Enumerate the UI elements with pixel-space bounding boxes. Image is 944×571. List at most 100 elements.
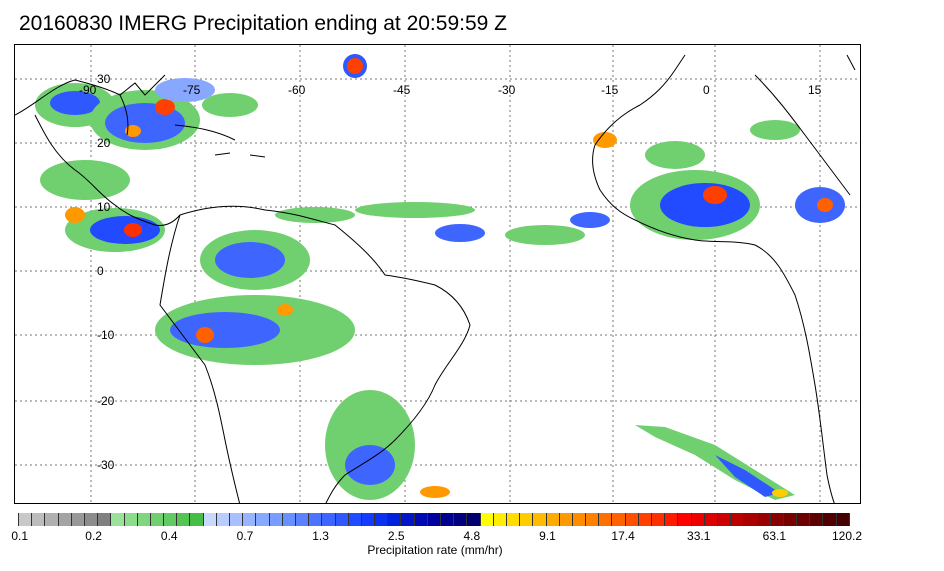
colorbar-swatch <box>467 513 481 526</box>
precipitation-field <box>35 54 845 500</box>
colorbar-swatch <box>203 513 217 526</box>
longitude-label: 15 <box>808 83 822 97</box>
colorbar-swatch <box>32 513 46 526</box>
colorbar-swatch <box>322 513 336 526</box>
colorbar-swatch <box>216 513 230 526</box>
colorbar-swatch <box>18 513 33 526</box>
colorbar-swatch <box>493 513 507 526</box>
colorbar-swatch <box>401 513 415 526</box>
longitude-label: -45 <box>393 83 411 97</box>
longitude-label: -30 <box>498 83 516 97</box>
colorbar-tick-label: 0.1 <box>11 529 29 543</box>
colorbar-swatch <box>665 513 679 526</box>
longitude-label: 0 <box>703 83 710 97</box>
colorbar-tick-label: 4.8 <box>463 529 481 543</box>
latitude-label: -10 <box>97 328 115 342</box>
colorbar-label: Precipitation rate (mm/hr) <box>367 543 503 557</box>
coastlines <box>15 54 856 503</box>
colorbar-swatch <box>533 513 547 526</box>
colorbar-tick-label: 33.1 <box>687 529 711 543</box>
colorbar-swatch <box>84 513 99 526</box>
colorbar-swatch <box>810 513 824 526</box>
colorbar-swatch <box>731 513 745 526</box>
latitude-label: 30 <box>97 72 111 86</box>
map-title: 20160830 IMERG Precipitation ending at 2… <box>19 12 507 35</box>
colorbar-swatch <box>691 513 705 526</box>
colorbar-swatch <box>98 513 112 526</box>
colorbar-swatch <box>678 513 692 526</box>
colorbar-swatch <box>111 513 125 526</box>
colorbar-tick-labels: 0.1 0.2 0.4 0.7 1.3 2.5 4.8 9.1 17.4 33.1 63.1 120.… <box>11 529 862 543</box>
colorbar-swatch <box>269 513 283 526</box>
colorbar-swatch <box>506 513 521 526</box>
colorbar-swatch <box>836 513 850 526</box>
colorbar-swatch <box>454 513 468 526</box>
colorbar-swatch <box>124 513 138 526</box>
colorbar-swatch <box>757 513 771 526</box>
colorbar-swatch <box>71 513 85 526</box>
colorbar-swatch <box>230 513 244 526</box>
latitude-label: -30 <box>97 458 115 472</box>
colorbar-tick-label: 0.2 <box>85 529 102 543</box>
colorbar-swatch <box>150 513 165 526</box>
colorbar-swatch <box>441 513 455 526</box>
colorbar-swatch <box>177 513 191 526</box>
colorbar-tick-label: 0.7 <box>236 529 254 543</box>
colorbar-swatch <box>164 513 178 526</box>
colorbar-swatch <box>625 513 639 526</box>
colorbar-tick-label: 63.1 <box>762 529 787 543</box>
longitude-label: -90 <box>79 83 97 97</box>
colorbar-swatch <box>797 513 811 526</box>
colorbar-tick-label: 17.4 <box>611 529 635 543</box>
colorbar-swatch <box>45 513 59 526</box>
colorbar-swatch <box>361 513 376 526</box>
colorbar-swatch <box>586 513 600 526</box>
colorbar-swatch <box>520 513 534 526</box>
colorbar-swatch <box>744 513 758 526</box>
longitude-label: -75 <box>183 83 201 97</box>
colorbar-swatch <box>638 513 652 526</box>
colorbar-swatch <box>770 513 784 526</box>
colorbar-swatch <box>652 513 666 526</box>
colorbar-swatch <box>190 513 204 526</box>
precipitation-colorbar <box>18 513 850 526</box>
colorbar-swatch <box>823 513 837 526</box>
colorbar-swatch <box>256 513 270 526</box>
colorbar-swatch <box>388 513 402 526</box>
precipitation-map: -90 -75 -60 -45 -30 -15 0 15 30 20 10 0 -10 -20 -30 <box>15 45 860 503</box>
longitude-label: -60 <box>288 83 306 97</box>
colorbar-tick-label: 0.4 <box>160 529 178 543</box>
colorbar-swatch <box>309 513 323 526</box>
colorbar-swatch <box>58 513 72 526</box>
latitude-label: -20 <box>97 394 115 408</box>
colorbar-tick-label: 1.3 <box>312 529 329 543</box>
colorbar-swatch <box>572 513 587 526</box>
colorbar-swatch <box>375 513 389 526</box>
colorbar-tick-label: 120.2 <box>831 529 863 543</box>
longitude-label: -15 <box>601 83 619 97</box>
latitude-label: 0 <box>97 264 104 278</box>
colorbar-swatch <box>559 513 573 526</box>
colorbar-swatch <box>282 513 296 526</box>
colorbar-swatch <box>348 513 362 526</box>
latitude-labels: 30 20 10 0 -10 -20 -30 <box>97 72 115 472</box>
colorbar-swatch <box>427 513 441 526</box>
colorbar-swatch <box>243 513 257 526</box>
colorbar-swatch <box>414 513 428 526</box>
colorbar-tick-label: 2.5 <box>387 529 405 543</box>
latitude-label: 20 <box>97 136 111 150</box>
colorbar-swatch <box>546 513 560 526</box>
colorbar-swatch <box>717 513 732 526</box>
colorbar-tick-label: 9.1 <box>539 529 556 543</box>
map-panel: -90 -75 -60 -45 -30 -15 0 15 30 20 10 0 -10 -20 -30 <box>14 44 861 504</box>
colorbar-swatch <box>783 513 798 526</box>
colorbar-swatch <box>137 513 151 526</box>
latitude-label: 10 <box>97 200 111 214</box>
colorbar-swatch <box>612 513 626 526</box>
colorbar-swatch <box>704 513 718 526</box>
colorbar-swatch <box>295 513 310 526</box>
colorbar-swatch <box>480 513 494 526</box>
colorbar-swatch <box>335 513 349 526</box>
longitude-labels: -90 -75 -60 -45 -30 -15 0 15 <box>79 83 822 97</box>
colorbar-swatch <box>599 513 613 526</box>
